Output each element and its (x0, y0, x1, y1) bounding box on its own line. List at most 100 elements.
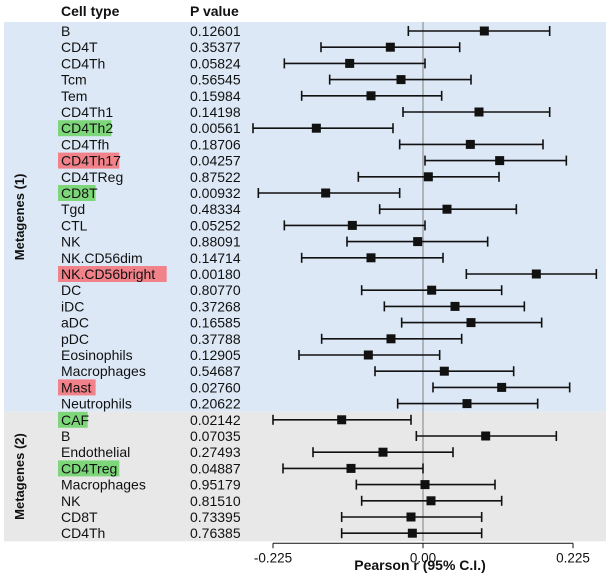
label-highlight (58, 266, 167, 282)
p-value-label: 0.37268 (190, 298, 241, 314)
cell-type-label: aDC (61, 315, 89, 331)
group-label: Metagenes (1) (12, 173, 27, 260)
p-value-label: 0.54687 (190, 363, 241, 379)
point-estimate-marker (427, 285, 437, 295)
forest-rows: B 0.12601 CD4T 0.35377 CD4Th 0.05824 Tcm 0.5654… (61, 23, 598, 541)
forest-row: iDC 0.37268 (61, 298, 526, 314)
forest-row: CD4Treg 0.04887 (61, 460, 424, 476)
p-value-label: 0.18706 (190, 136, 241, 152)
point-estimate-marker (495, 156, 505, 166)
point-estimate-marker (413, 237, 423, 247)
forest-row: NK.CD56bright 0.00180 (61, 266, 598, 282)
cell-type-label: CD4Th2 (61, 120, 113, 136)
point-estimate-marker (347, 220, 357, 230)
cell-type-label: NK.CD56dim (61, 250, 143, 266)
p-value-label: 0.04887 (190, 460, 241, 476)
cell-type-label: CD4TReg (61, 169, 123, 185)
label-highlight (58, 120, 112, 137)
point-estimate-marker (439, 366, 449, 376)
point-estimate-marker (346, 463, 356, 473)
group-band (4, 22, 606, 412)
p-value-label: 0.14198 (190, 104, 241, 120)
cell-type-label: CTL (61, 217, 88, 233)
cell-type-label: pDC (61, 331, 89, 347)
p-value-label: 0.00180 (190, 266, 241, 282)
point-estimate-marker (465, 139, 475, 149)
forest-row: CD4T 0.35377 (61, 39, 461, 55)
forest-row: CD4Tfh 0.18706 (61, 136, 544, 152)
point-estimate-marker (407, 528, 417, 538)
p-value-label: 0.80770 (190, 282, 241, 298)
p-value-label: 0.12601 (190, 23, 241, 39)
header-cell-type: Cell type (61, 3, 120, 19)
point-estimate-marker (442, 204, 452, 214)
point-estimate-marker (363, 350, 373, 360)
cell-type-label: Endothelial (61, 444, 130, 460)
x-tick-label: 0.225 (556, 550, 590, 565)
forest-row: NK.CD56dim 0.14714 (61, 250, 444, 266)
point-estimate-marker (386, 334, 396, 344)
p-value-label: 0.12905 (190, 347, 241, 363)
forest-row: Tgd 0.48334 (61, 201, 518, 217)
point-estimate-marker (479, 26, 489, 36)
point-estimate-marker (378, 447, 388, 457)
forest-row: Tem 0.15984 (61, 88, 443, 104)
cell-type-label: CD8T (61, 509, 98, 525)
p-value-label: 0.87522 (190, 169, 241, 185)
x-tick-label: -0.225 (254, 550, 292, 565)
p-value-label: 0.14714 (190, 250, 241, 266)
p-value-label: 0.37788 (190, 331, 241, 347)
cell-type-label: Tgd (61, 201, 85, 217)
point-estimate-marker (385, 42, 395, 52)
point-estimate-marker (481, 431, 491, 441)
point-estimate-marker (396, 75, 406, 85)
cell-type-label: NK (61, 234, 81, 250)
label-highlight (58, 460, 120, 477)
cell-type-label: Macrophages (61, 363, 146, 379)
p-value-label: 0.81510 (190, 493, 241, 509)
cell-type-label: Tcm (61, 72, 87, 88)
group-label: Metagenes (2) (12, 433, 27, 520)
point-estimate-marker (423, 172, 433, 182)
p-value-label: 0.95179 (190, 477, 241, 493)
p-value-label: 0.05252 (190, 217, 241, 233)
forest-row: B 0.12601 (61, 23, 551, 39)
forest-row: aDC 0.16585 (61, 315, 543, 331)
cell-type-label: CD4T (61, 39, 98, 55)
group-band (4, 411, 606, 542)
header-p-value: P value (190, 3, 239, 19)
p-value-label: 0.76385 (190, 525, 241, 541)
forest-row: Tcm 0.56545 (61, 72, 472, 88)
point-estimate-marker (420, 480, 430, 490)
p-value-label: 0.88091 (190, 234, 241, 250)
forest-row: NK 0.88091 (61, 234, 489, 250)
cell-type-label: DC (61, 282, 81, 298)
p-value-label: 0.02760 (190, 379, 241, 395)
label-highlight (58, 379, 96, 396)
forest-row: CD4TReg 0.87522 (61, 169, 500, 185)
group-labels: Metagenes (1) Metagenes (2) (12, 173, 27, 519)
forest-row: CD4Th17 0.04257 (61, 153, 568, 169)
p-value-label: 0.27493 (190, 444, 241, 460)
point-estimate-marker (345, 58, 355, 68)
point-estimate-marker (426, 496, 436, 506)
label-highlight (58, 152, 120, 169)
x-axis-title: Pearson r (95% C.I.) (354, 557, 486, 573)
p-value-label: 0.07035 (190, 428, 241, 444)
point-estimate-marker (474, 107, 484, 117)
p-value-label: 0.02142 (190, 412, 241, 428)
p-value-label: 0.00932 (190, 185, 241, 201)
cell-type-label: NK (61, 493, 81, 509)
x-axis: -0.225 0.00 0.225 (254, 542, 590, 565)
label-highlight (58, 185, 96, 201)
forest-row: CD4Th 0.76385 (61, 525, 483, 541)
p-value-label: 0.04257 (190, 153, 241, 169)
forest-row: CD4Th1 0.14198 (61, 104, 551, 120)
p-value-label: 0.56545 (190, 72, 241, 88)
cell-type-label: CD4Treg (61, 460, 117, 476)
cell-type-label: iDC (61, 298, 84, 314)
forest-row: Endothelial 0.27493 (61, 444, 454, 460)
cell-type-label: Tem (61, 88, 87, 104)
cell-type-label: CD4Th1 (61, 104, 113, 120)
